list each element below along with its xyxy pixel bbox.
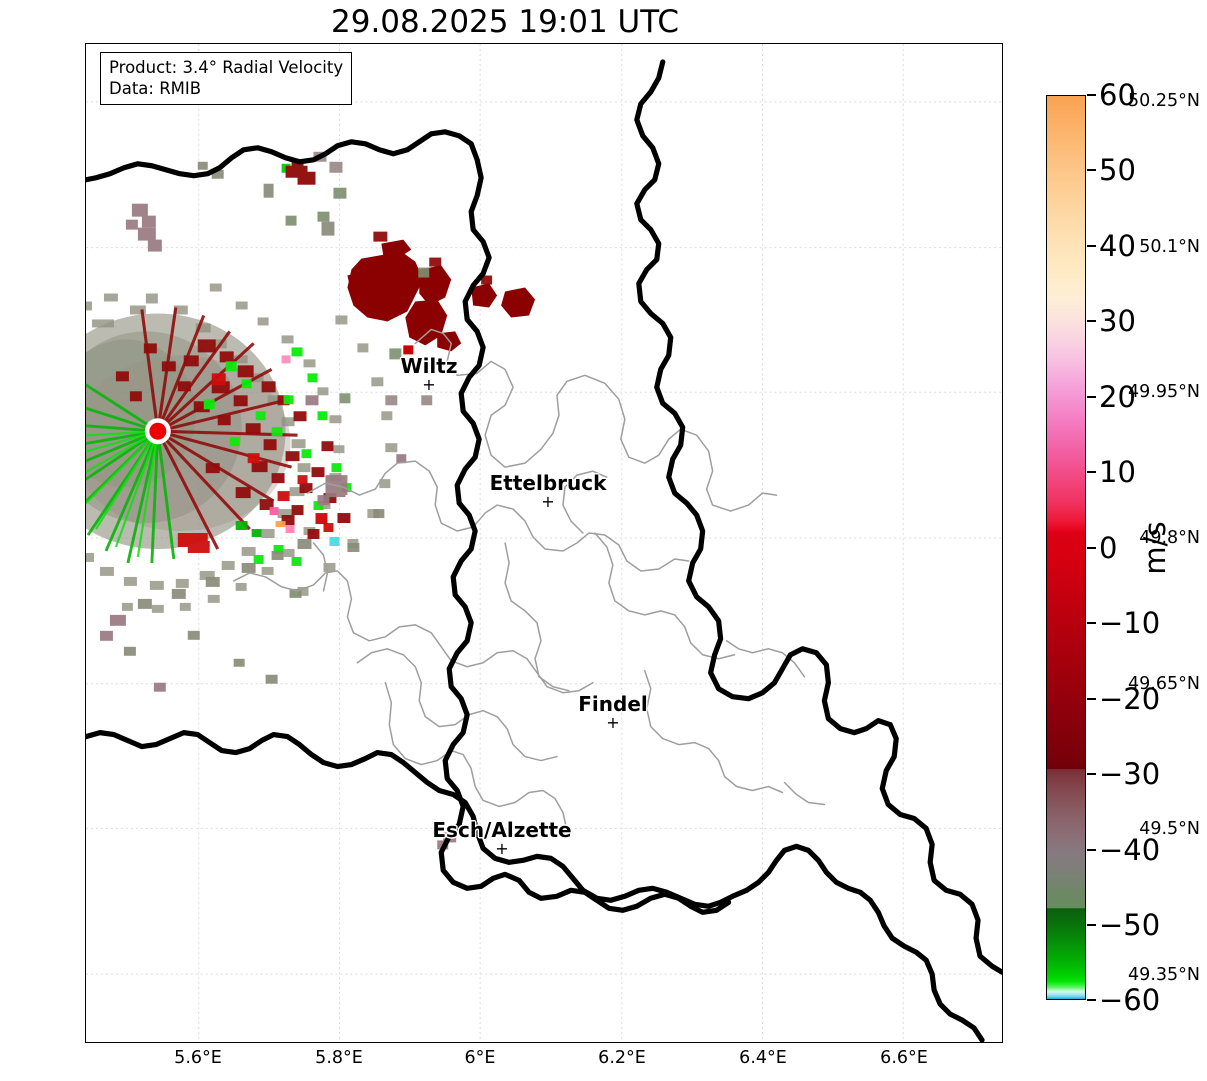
colorbar-tick: −10 — [1087, 606, 1160, 640]
colorbar-tick-label: 0 — [1099, 531, 1118, 565]
colorbar-tick: −40 — [1087, 833, 1160, 867]
x-axis-tick: 5.6°E — [174, 1048, 222, 1068]
colorbar-tick-label: 40 — [1099, 229, 1136, 263]
gridlines — [86, 44, 1002, 1042]
product-line: Product: 3.4° Radial Velocity — [109, 58, 344, 77]
colorbar-tick: −30 — [1087, 757, 1160, 791]
x-axis-tick: 6.2°E — [598, 1048, 646, 1068]
y-axis-tick: 49.5°N — [1139, 819, 1200, 839]
radar-echo-layer — [86, 151, 536, 850]
radar-clutter-bloom — [86, 283, 398, 613]
tick-dash — [1087, 999, 1096, 1001]
tick-dash — [1087, 924, 1096, 926]
tick-dash — [1087, 773, 1096, 775]
tick-dash — [1087, 94, 1096, 96]
colorbar-tick-label: −60 — [1099, 983, 1161, 1017]
district-borders — [232, 328, 826, 832]
colorbar-tick-label: 50 — [1099, 153, 1136, 187]
radar-map-plot: Product: 3.4° Radial Velocity Data: RMIB… — [85, 43, 1003, 1043]
colorbar-tick-label: −20 — [1099, 682, 1161, 716]
colorbar-tick: 40 — [1087, 229, 1136, 263]
x-axis-tick: 6°E — [464, 1048, 496, 1068]
colorbar-tick: −50 — [1087, 908, 1160, 942]
colorbar-tick: 10 — [1087, 455, 1136, 489]
colorbar-tick: 60 — [1087, 78, 1136, 112]
tick-dash — [1087, 320, 1096, 322]
velocity-colorbar — [1046, 95, 1086, 1000]
tick-dash — [1087, 169, 1096, 171]
colorbar-tick: −20 — [1087, 682, 1160, 716]
x-axis-tick: 6.4°E — [739, 1048, 787, 1068]
colorbar-unit-label: m/s — [1138, 521, 1172, 575]
product-info-box: Product: 3.4° Radial Velocity Data: RMIB — [100, 52, 353, 106]
colorbar-gradient-overlay — [1047, 96, 1085, 999]
map-canvas — [86, 44, 1002, 1042]
colorbar-tick-label: 20 — [1099, 380, 1136, 414]
tick-dash — [1087, 622, 1096, 624]
colorbar-tick-label: −10 — [1099, 606, 1161, 640]
colorbar-tick: −60 — [1087, 983, 1160, 1017]
tick-dash — [1087, 245, 1096, 247]
colorbar-tick: 50 — [1087, 153, 1136, 187]
colorbar-tick-label: −40 — [1099, 833, 1161, 867]
y-axis-tick: 49.95°N — [1128, 382, 1200, 402]
x-axis-tick: 6.6°E — [880, 1048, 928, 1068]
y-axis-tick: 50.1°N — [1139, 237, 1200, 257]
tick-dash — [1087, 698, 1096, 700]
country-border — [86, 59, 1002, 1042]
y-axis-tick: 49.65°N — [1128, 674, 1200, 694]
tick-dash — [1087, 471, 1096, 473]
colorbar-tick: 0 — [1087, 531, 1117, 565]
page-title: 29.08.2025 19:01 UTC — [331, 4, 679, 40]
tick-dash — [1087, 547, 1096, 549]
data-source-line: Data: RMIB — [109, 79, 202, 99]
tick-dash — [1087, 849, 1096, 851]
colorbar-tick-label: 60 — [1099, 78, 1136, 112]
x-axis-tick: 5.8°E — [315, 1048, 363, 1068]
y-axis-tick: 50.25°N — [1128, 91, 1200, 111]
colorbar-tick: 30 — [1087, 304, 1136, 338]
colorbar-tick-label: 30 — [1099, 304, 1136, 338]
storm-cell-north — [347, 239, 536, 352]
y-axis-tick: 49.8°N — [1139, 528, 1200, 548]
tick-dash — [1087, 396, 1096, 398]
colorbar-tick-label: −50 — [1099, 908, 1161, 942]
radar-site-marker — [149, 422, 167, 440]
colorbar-tick-label: −30 — [1099, 757, 1161, 791]
colorbar-tick: 20 — [1087, 380, 1136, 414]
y-axis-tick: 49.35°N — [1128, 965, 1200, 985]
colorbar-tick-label: 10 — [1099, 455, 1136, 489]
